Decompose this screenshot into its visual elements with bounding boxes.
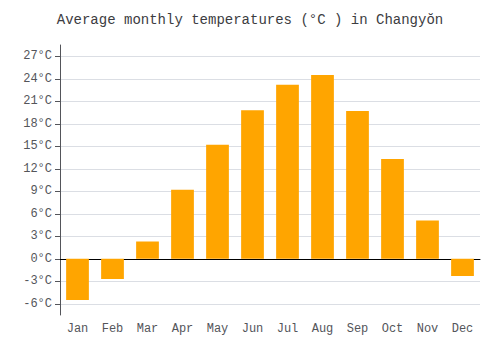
svg-text:21°C: 21°C — [23, 94, 52, 108]
svg-text:0°C: 0°C — [30, 252, 52, 266]
svg-text:24°C: 24°C — [23, 72, 52, 86]
svg-text:Feb: Feb — [102, 322, 124, 336]
svg-text:9°C: 9°C — [30, 184, 52, 198]
svg-text:18°C: 18°C — [23, 117, 52, 131]
svg-text:12°C: 12°C — [23, 162, 52, 176]
svg-text:-6°C: -6°C — [23, 297, 52, 311]
svg-text:Jul: Jul — [277, 322, 299, 336]
svg-text:Oct: Oct — [382, 322, 404, 336]
svg-text:Jan: Jan — [67, 322, 89, 336]
svg-text:Average monthly temperatures (: Average monthly temperatures (°C ) in Ch… — [57, 12, 443, 28]
svg-text:6°C: 6°C — [30, 207, 52, 221]
svg-text:27°C: 27°C — [23, 49, 52, 63]
svg-text:Dec: Dec — [452, 322, 474, 336]
svg-text:Nov: Nov — [417, 322, 439, 336]
svg-text:May: May — [207, 322, 229, 336]
svg-text:Apr: Apr — [172, 322, 194, 336]
svg-text:-3°C: -3°C — [23, 274, 52, 288]
svg-text:Mar: Mar — [137, 322, 159, 336]
svg-text:Sep: Sep — [347, 322, 369, 336]
svg-text:Aug: Aug — [312, 322, 334, 336]
svg-text:15°C: 15°C — [23, 139, 52, 153]
svg-text:Jun: Jun — [242, 322, 264, 336]
svg-text:3°C: 3°C — [30, 229, 52, 243]
